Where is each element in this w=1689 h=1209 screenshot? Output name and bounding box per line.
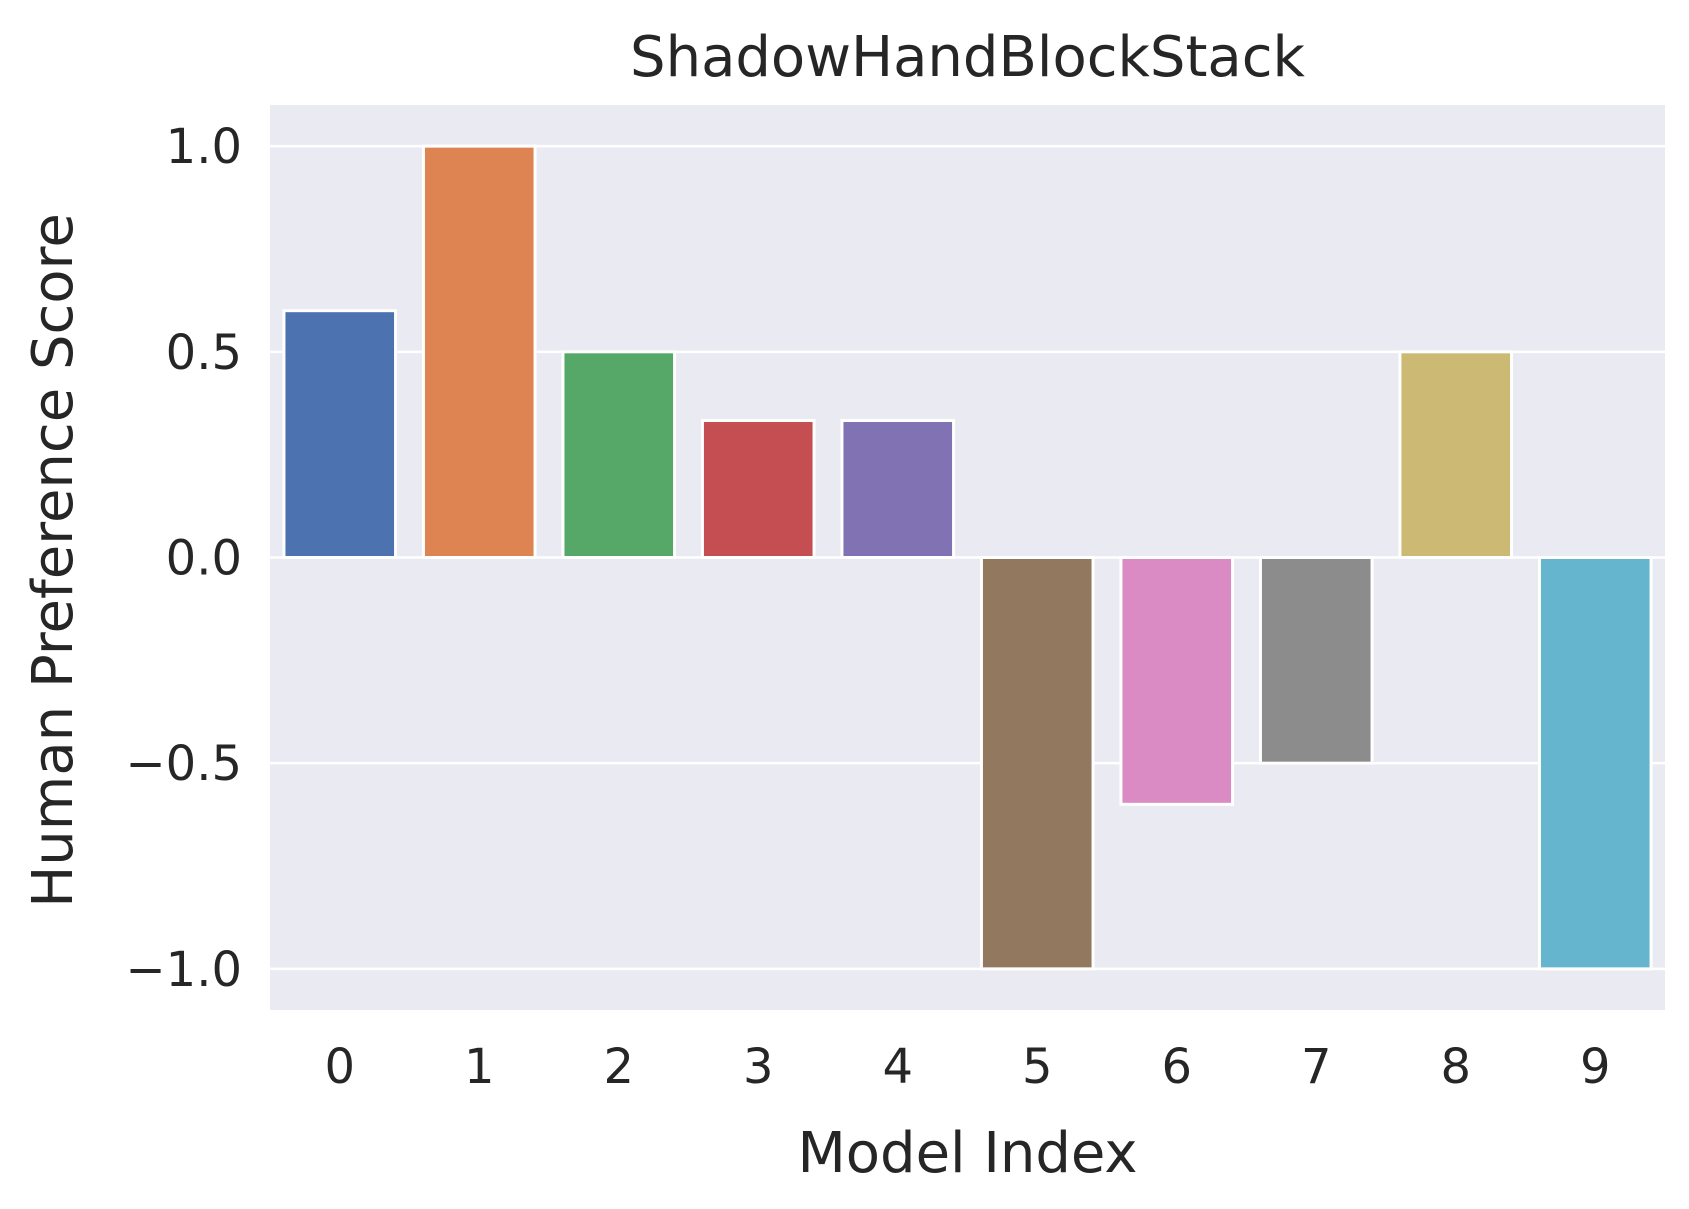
bar-model-0	[282, 309, 398, 559]
x-tick-label: 3	[743, 1039, 774, 1095]
bars	[282, 144, 1653, 971]
bar-model-3	[700, 419, 816, 559]
x-tick-label: 4	[882, 1039, 913, 1095]
bar-model-5	[979, 556, 1095, 971]
y-axis-label: Human Preference Score	[21, 213, 86, 908]
y-tick-label: −0.5	[125, 736, 242, 792]
x-tick-label: 6	[1161, 1039, 1192, 1095]
bar-model-8	[1398, 350, 1514, 559]
x-tick-label: 5	[1022, 1039, 1053, 1095]
x-tick-label: 9	[1580, 1039, 1611, 1095]
bar-model-1	[421, 144, 537, 560]
y-tick-label: 1.0	[166, 119, 242, 175]
x-tick-label: 2	[603, 1039, 634, 1095]
x-tick-label: 7	[1301, 1039, 1332, 1095]
y-tick-label: 0.5	[166, 325, 242, 381]
bar-model-7	[1258, 556, 1374, 765]
y-tick-label: 0.0	[166, 531, 242, 587]
x-axis-label: Model Index	[797, 1121, 1137, 1186]
bar-model-4	[840, 419, 956, 559]
x-tick-label: 0	[324, 1039, 355, 1095]
bar-model-2	[561, 350, 677, 559]
bar-model-6	[1119, 556, 1235, 806]
y-tick-label: −1.0	[125, 942, 242, 998]
chart-title: ShadowHandBlockStack	[630, 25, 1305, 90]
y-tick-labels: −1.0 −0.5 0.0 0.5 1.0	[125, 119, 242, 998]
x-tick-labels: 0 1 2 3 4 5 6 7 8 9	[324, 1039, 1610, 1095]
bar-model-9	[1537, 556, 1653, 971]
x-tick-label: 1	[464, 1039, 495, 1095]
x-tick-label: 8	[1440, 1039, 1471, 1095]
